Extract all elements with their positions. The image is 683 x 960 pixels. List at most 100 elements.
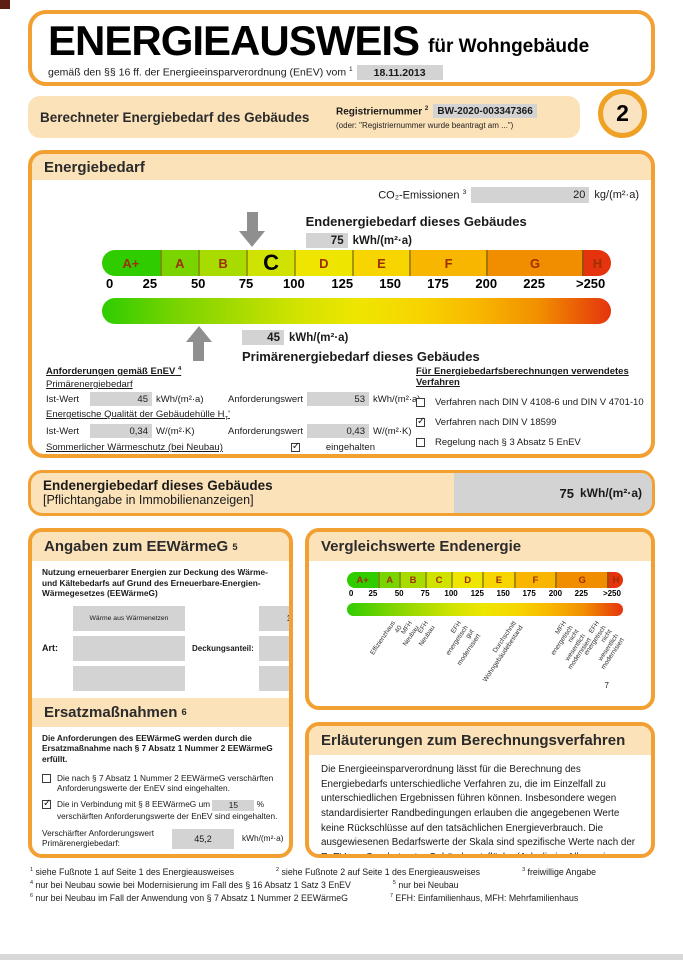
endenergie-title: Endenergiebedarf dieses Gebäudes (305, 214, 527, 229)
class-segment: F (513, 572, 556, 588)
footnote-1: 1 siehe Fußnote 1 auf Seite 1 des Energi… (30, 867, 235, 877)
registration-alt-note: (oder: "Registriernummer wurde beantragt… (336, 121, 514, 130)
verschaerfter-anforderungswert-huelle-row: Verschärfter Anforderungswert für die en… (32, 849, 289, 858)
primaer-anforderung-field[interactable]: 53 (306, 392, 369, 407)
gebaeudehuelle-subheading: Energetische Qualität der Gebäudehülle H… (46, 409, 230, 423)
vergleich-footnote-mark: 7 (604, 681, 609, 690)
deckungsanteil-label: Deckungsanteil: (192, 643, 254, 653)
vergleich-class-band: A+ A B C D E F G H (347, 572, 623, 588)
verfahren-option-label: Regelung nach § 3 Absatz 5 EnEV (435, 437, 581, 448)
art-2-field[interactable] (73, 665, 185, 691)
verfahren-option: Vereinfachungen nach § 9 Absatz 2 EnEV (416, 457, 648, 458)
class-segment: B (198, 250, 247, 276)
vergleichswerte-box: Vergleichswerte Endenergie A+ A B C D E … (305, 528, 655, 710)
primaer-ist-field[interactable]: 45 (90, 392, 152, 407)
class-segment: D (451, 572, 483, 588)
scale-tick: 75 (238, 276, 254, 291)
energiebedarf-title: Energiebedarf (32, 154, 651, 180)
scale-tick: 125 (331, 276, 354, 291)
class-segment: C (425, 572, 452, 588)
efficiency-class-band: A+ A B C D E F G H (102, 250, 611, 276)
vergleich-scale: A+ A B C D E F G H 0 25 50 75 100 125 15… (347, 572, 626, 706)
corner-mark (0, 0, 10, 9)
primaerenergie-value-field[interactable]: 45 (241, 330, 284, 345)
sommer-label: Sommerlicher Wärmeschutz (bei Neubau) (46, 442, 223, 454)
pflicht-line2: [Pflichtangabe in Immobilienanzeigen] (43, 493, 254, 507)
erlaeuterungen-title: Erläuterungen zum Berechnungsverfahren (309, 726, 651, 755)
verfahren-checkbox[interactable] (416, 438, 425, 447)
ersatz-checkbox-2[interactable] (42, 798, 51, 811)
art-field[interactable] (73, 635, 185, 661)
waermequelle-field[interactable]: Wärme aus Wärmenetzen (73, 605, 185, 631)
pflicht-value: 75 (559, 485, 574, 501)
unit: W/(m²·K) (372, 425, 412, 437)
registration-number-label: Registriernummer 2 (336, 104, 429, 118)
req1-label: Verschärfter Anforderungswert Primärener… (42, 828, 155, 849)
class-segment: A+ (102, 250, 160, 276)
scale-tick: 125 (470, 589, 484, 598)
deckungsanteil-2-field[interactable] (258, 635, 289, 661)
verschaerfung-prozent-field[interactable]: 15 (212, 799, 255, 811)
huelle-ist-field[interactable]: 0,34 (90, 424, 152, 439)
ersatzmassnahmen-title: Ersatzmaßnahmen 6 (32, 697, 289, 727)
ersatz-option-2: Die in Verbindung mit § 8 EEWärmeG um 15… (32, 793, 289, 821)
erlaeuterungen-text: Die Energieeinsparverordnung lässt für d… (321, 764, 636, 858)
unit: kWh/(m²·a) (156, 393, 204, 405)
class-segment: A (378, 572, 400, 588)
deckungsanteil-3-field[interactable] (258, 665, 289, 691)
class-segment: G (555, 572, 608, 588)
page-title: ENERGIEAUSWEIS (48, 17, 420, 64)
verfahren-title: Für Energiebedarfsberechnungen verwendet… (416, 366, 629, 388)
endenergie-unit: kWh/(m²·a) (352, 234, 413, 247)
art-label: Art: (42, 643, 58, 654)
arrow-up-icon (185, 326, 212, 342)
vergleich-label: EFH energetisch nicht wesentlich moderni… (582, 620, 627, 671)
verfahren-section: Für Energiebedarfsberechnungen verwendet… (416, 366, 648, 458)
verfahren-option: Verfahren nach DIN V 4108-6 und DIN V 47… (416, 397, 648, 408)
scale-tick: 50 (394, 589, 404, 598)
scale-tick: 150 (379, 276, 401, 291)
req1-value-field[interactable]: 45,2 (172, 829, 234, 850)
endenergie-value-field[interactable]: 75 (305, 233, 348, 248)
pflicht-value-field[interactable]: 75 kWh/(m²·a) (454, 473, 652, 513)
arrow-stem (246, 212, 258, 231)
req2-label: Verschärfter Anforderungswert für die en… (42, 857, 164, 858)
enev-date-field[interactable]: 18.11.2013 (356, 65, 443, 80)
header-box: ENERGIEAUSWEIS für Wohngebäude gemäß den… (28, 10, 655, 86)
class-segment: E (482, 572, 514, 588)
scale-tick: 100 (444, 589, 458, 598)
registration-number-row: Registriernummer 2 BW-2020-003347366 (336, 104, 568, 118)
verfahren-option-label: Verfahren nach DIN V 18599 (435, 417, 557, 428)
scale-tick: 25 (142, 276, 158, 291)
verfahren-checkbox[interactable] (416, 416, 425, 427)
scale-tick: 0 (106, 276, 114, 291)
anforderungswert-label: Anforderungswert (228, 425, 303, 437)
verfahren-option-label: Verfahren nach DIN V 4108-6 und DIN V 47… (435, 397, 644, 408)
scale-tick: 75 (420, 589, 430, 598)
ersatz-option-1: Die nach § 7 Absatz 1 Nummer 2 EEWärmeG … (32, 767, 289, 794)
vergleich-label: EFH energetisch gut modernisiert (444, 620, 483, 667)
scale-number-row: 0 25 50 75 100 125 150 175 200 225 >250 (102, 276, 611, 296)
scale-tick: 25 (368, 589, 378, 598)
co2-unit: kg/(m²·a) (594, 189, 639, 201)
deckungsanteil-1-field[interactable]: 100 (258, 605, 289, 631)
ersatzmassnahmen-intro: Die Anforderungen des EEWärmeG werden du… (42, 732, 273, 765)
class-segment: A+ (347, 572, 379, 588)
co2-value-field[interactable]: 20 (471, 187, 590, 203)
arrow-stem (193, 342, 205, 361)
primaerenergiebedarf-subheading: Primärenergiebedarf (46, 379, 133, 391)
section-title-berechneter-energiebedarf: Berechneter Energiebedarf des Gebäudes (40, 109, 310, 125)
scale-tick: 200 (548, 589, 563, 598)
registration-number-field[interactable]: BW-2020-003347366 (433, 104, 537, 118)
scale-tick: 150 (496, 589, 510, 598)
scale-tick: >250 (575, 276, 606, 291)
huelle-anforderung-field[interactable]: 0,43 (306, 424, 369, 439)
arrow-down-icon (239, 231, 266, 247)
scale-tick: 225 (574, 589, 588, 598)
ersatz-checkbox-1[interactable] (42, 773, 51, 783)
percent-unit: % (256, 799, 265, 810)
vergleich-labels: Effizienzhaus 40 MFH Neubau EFH Neubau E… (347, 616, 626, 706)
verfahren-checkbox[interactable] (416, 398, 425, 407)
sommer-checkbox[interactable] (290, 441, 300, 453)
